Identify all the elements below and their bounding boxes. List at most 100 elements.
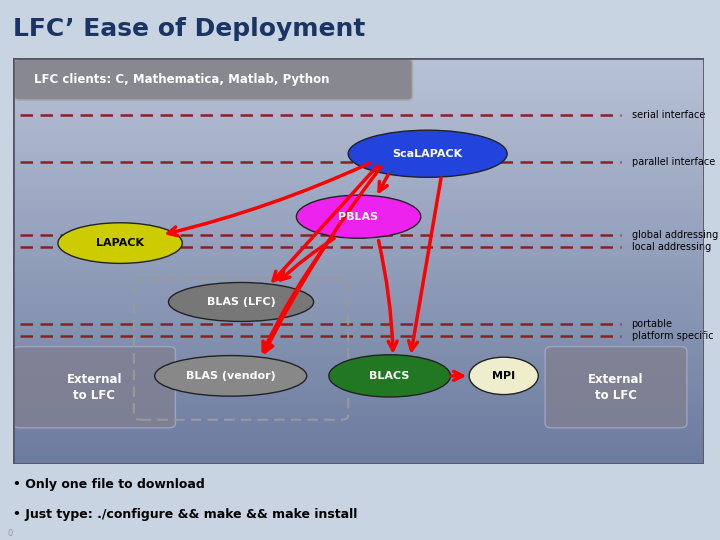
Bar — [13, 329, 704, 333]
Bar — [13, 430, 704, 434]
Bar — [13, 112, 704, 116]
Bar — [13, 102, 704, 106]
Bar — [13, 116, 704, 119]
Bar — [13, 282, 704, 285]
Bar — [13, 441, 704, 444]
Text: parallel interface: parallel interface — [631, 157, 715, 167]
Bar — [13, 173, 704, 177]
Bar — [13, 305, 704, 309]
Bar — [13, 265, 704, 268]
Bar — [13, 72, 704, 75]
Bar — [13, 373, 704, 376]
Bar — [13, 336, 704, 339]
Bar — [13, 106, 704, 109]
Bar — [13, 241, 704, 245]
Bar — [13, 387, 704, 390]
Bar — [13, 150, 704, 153]
Bar — [13, 139, 704, 143]
Bar — [13, 400, 704, 403]
Bar — [13, 69, 704, 72]
Bar — [13, 109, 704, 112]
Bar — [13, 119, 704, 123]
Bar — [13, 157, 704, 160]
Bar — [13, 302, 704, 305]
Bar — [13, 342, 704, 346]
Bar — [13, 163, 704, 167]
Text: BLAS (vendor): BLAS (vendor) — [186, 371, 276, 381]
Bar — [13, 62, 704, 65]
Bar — [13, 123, 704, 126]
Bar — [13, 360, 704, 363]
Bar — [13, 268, 704, 272]
Bar — [13, 383, 704, 387]
Bar — [13, 79, 704, 82]
Bar — [13, 326, 704, 329]
Bar — [13, 356, 704, 360]
Bar — [13, 427, 704, 430]
Text: BLACS: BLACS — [369, 371, 410, 381]
Ellipse shape — [168, 282, 314, 321]
Bar — [13, 221, 704, 224]
Bar — [13, 272, 704, 275]
Bar — [13, 258, 704, 261]
Bar — [13, 89, 704, 92]
Bar — [13, 417, 704, 421]
Bar — [13, 278, 704, 282]
Bar — [13, 285, 704, 288]
Bar — [13, 190, 704, 194]
Bar — [13, 200, 704, 204]
Bar — [13, 393, 704, 397]
Ellipse shape — [58, 223, 182, 264]
Bar — [13, 254, 704, 258]
Bar — [13, 437, 704, 441]
Bar — [13, 187, 704, 190]
Bar — [13, 184, 704, 187]
Bar — [13, 177, 704, 180]
Bar — [13, 261, 704, 265]
Bar — [13, 454, 704, 457]
Bar — [13, 421, 704, 424]
Text: MPI: MPI — [492, 371, 516, 381]
Bar — [13, 346, 704, 349]
Text: ScaLAPACK: ScaLAPACK — [392, 148, 463, 159]
Bar — [13, 363, 704, 366]
Bar — [13, 133, 704, 136]
Bar — [13, 170, 704, 173]
Bar — [13, 366, 704, 370]
Bar — [13, 143, 704, 146]
Bar — [13, 245, 704, 248]
Bar — [13, 380, 704, 383]
Bar — [13, 197, 704, 200]
Bar — [13, 315, 704, 319]
Bar — [13, 211, 704, 214]
Text: BLAS (LFC): BLAS (LFC) — [207, 297, 276, 307]
Bar — [13, 92, 704, 96]
Bar — [13, 295, 704, 299]
Bar — [13, 224, 704, 227]
Bar — [13, 414, 704, 417]
Text: External
to LFC: External to LFC — [66, 373, 122, 402]
Bar — [13, 58, 704, 62]
Bar — [13, 349, 704, 353]
FancyBboxPatch shape — [13, 347, 176, 428]
Bar — [13, 204, 704, 207]
Bar — [13, 130, 704, 133]
Bar — [13, 167, 704, 170]
Bar — [13, 407, 704, 410]
Bar — [13, 96, 704, 99]
Text: LAPACK: LAPACK — [96, 238, 144, 248]
Text: local addressing: local addressing — [631, 242, 711, 252]
Bar — [13, 126, 704, 130]
Bar — [13, 410, 704, 414]
Bar — [13, 75, 704, 79]
Text: PBLAS: PBLAS — [338, 212, 379, 222]
Bar — [13, 248, 704, 251]
Bar — [13, 214, 704, 218]
Text: LFC clients: C, Mathematica, Matlab, Python: LFC clients: C, Mathematica, Matlab, Pyt… — [34, 73, 329, 86]
Bar — [13, 234, 704, 238]
Bar — [13, 251, 704, 254]
Bar — [13, 461, 704, 464]
Bar — [13, 146, 704, 150]
Bar — [13, 457, 704, 461]
Bar — [13, 309, 704, 312]
